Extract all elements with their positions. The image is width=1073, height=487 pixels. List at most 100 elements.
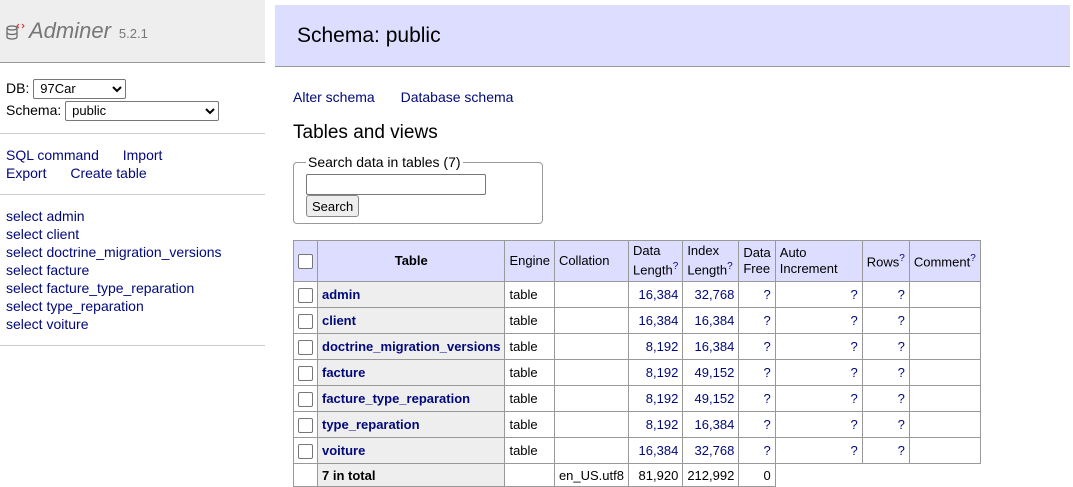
row-data-free[interactable]: ? [763, 417, 771, 432]
row-rows[interactable]: ? [897, 339, 905, 354]
row-comment [908, 281, 981, 308]
row-index-length-cell: 16,384 [682, 333, 740, 360]
sidebar: Adminer 5.2.1 DB: 97Car Schema: public S… [0, 0, 265, 346]
data-length-help[interactable]: ? [672, 261, 679, 273]
row-rows[interactable]: ? [897, 313, 905, 328]
table-row: type_reparation table 8,192 16,384??? [293, 411, 981, 438]
row-auto-increment[interactable]: ? [850, 391, 858, 406]
row-rows-cell: ? [861, 411, 910, 438]
row-data-free-cell: ? [738, 411, 776, 438]
row-collation [553, 437, 629, 464]
select-voiture-link[interactable]: select voiture [6, 316, 89, 332]
create-table-link[interactable]: Create table [70, 165, 147, 181]
schema-select[interactable]: public [65, 100, 220, 121]
menu-links: SQL command Import Export Create table [0, 133, 265, 182]
export-link[interactable]: Export [6, 165, 47, 181]
import-link[interactable]: Import [122, 147, 163, 163]
row-index-length[interactable]: 16,384 [694, 417, 735, 432]
select-client-link[interactable]: select client [6, 226, 80, 242]
alter-schema-link[interactable]: Alter schema [293, 89, 375, 105]
row-data-free[interactable]: ? [763, 391, 771, 406]
row-name-cell: admin [316, 281, 506, 308]
row-index-length[interactable]: 16,384 [694, 313, 735, 328]
row-data-length[interactable]: 8,192 [645, 391, 679, 406]
select-type-reparation-link[interactable]: select type_reparation [6, 298, 144, 314]
row-data-length[interactable]: 16,384 [638, 443, 679, 458]
rows-help[interactable]: ? [899, 253, 905, 265]
row-rows[interactable]: ? [897, 417, 905, 432]
comment-help[interactable]: ? [970, 253, 976, 265]
row-auto-increment[interactable]: ? [850, 365, 858, 380]
search-button[interactable]: Search [306, 195, 360, 217]
table-name-link[interactable]: client [322, 313, 356, 328]
table-row: voiture table 16,384 32,768??? [293, 437, 981, 464]
row-checkbox[interactable] [298, 287, 313, 303]
select-all-checkbox[interactable] [298, 254, 313, 270]
row-checkbox[interactable] [298, 339, 313, 355]
app-name-link[interactable]: Adminer [29, 18, 111, 43]
col-data-length-l2: Length [632, 262, 673, 278]
row-data-length-cell: 16,384 [627, 437, 684, 464]
row-checkbox[interactable] [298, 391, 313, 407]
row-comment [908, 333, 981, 360]
row-check-cell [293, 333, 318, 360]
row-data-length[interactable]: 16,384 [638, 287, 679, 302]
table-name-link[interactable]: doctrine_migration_versions [322, 339, 501, 354]
row-data-length[interactable]: 16,384 [638, 313, 679, 328]
row-auto-increment[interactable]: ? [850, 339, 858, 354]
row-checkbox[interactable] [298, 417, 313, 433]
row-data-length[interactable]: 8,192 [645, 365, 679, 380]
row-data-free[interactable]: ? [763, 443, 771, 458]
row-index-length[interactable]: 49,152 [694, 391, 735, 406]
row-auto-increment[interactable]: ? [850, 287, 858, 302]
table-header-row: Table Engine Collation Data Length? Index… [293, 240, 981, 282]
row-data-free[interactable]: ? [763, 287, 771, 302]
table-name-link[interactable]: facture_type_reparation [322, 391, 471, 406]
select-facture-type-reparation-link[interactable]: select facture_type_reparation [6, 280, 195, 296]
sql-command-link[interactable]: SQL command [6, 147, 99, 163]
row-index-length[interactable]: 32,768 [694, 287, 735, 302]
row-auto-increment-cell: ? [774, 281, 863, 308]
row-rows[interactable]: ? [897, 365, 905, 380]
row-auto-increment[interactable]: ? [850, 417, 858, 432]
col-collation: Collation [553, 240, 629, 282]
row-index-length[interactable]: 49,152 [694, 365, 735, 380]
row-rows-cell: ? [861, 359, 910, 386]
table-name-link[interactable]: type_reparation [322, 417, 420, 432]
main-content: Schema: public Alter schema Database sch… [275, 0, 1070, 487]
row-rows[interactable]: ? [897, 443, 905, 458]
total-check-cell [293, 463, 318, 487]
table-row: doctrine_migration_versions table 8,192 16,… [293, 333, 981, 360]
row-data-length[interactable]: 8,192 [645, 417, 679, 432]
table-name-link[interactable]: voiture [322, 443, 366, 458]
db-selector: DB: 97Car Schema: public [0, 63, 265, 121]
row-index-length-cell: 16,384 [682, 411, 740, 438]
row-index-length[interactable]: 16,384 [694, 339, 735, 354]
row-data-length[interactable]: 8,192 [645, 339, 679, 354]
db-select[interactable]: 97Car [33, 78, 127, 99]
row-index-length-cell: 32,768 [682, 281, 740, 308]
row-engine: table [504, 333, 555, 360]
search-input[interactable] [306, 174, 486, 195]
row-data-free[interactable]: ? [763, 339, 771, 354]
database-schema-link[interactable]: Database schema [400, 89, 514, 105]
row-checkbox[interactable] [298, 313, 313, 329]
select-admin-link[interactable]: select admin [6, 208, 85, 224]
table-name-link[interactable]: facture [322, 365, 366, 380]
index-length-help[interactable]: ? [727, 261, 733, 273]
page-title: Schema: public [275, 5, 1070, 67]
row-checkbox[interactable] [298, 365, 313, 381]
row-index-length[interactable]: 32,768 [694, 443, 735, 458]
row-auto-increment[interactable]: ? [850, 443, 858, 458]
select-doctrine-migration-versions-link[interactable]: select doctrine_migration_versions [6, 244, 222, 260]
select-facture-link[interactable]: select facture [6, 262, 90, 278]
row-checkbox[interactable] [298, 443, 313, 459]
row-auto-increment[interactable]: ? [850, 313, 858, 328]
row-rows[interactable]: ? [897, 287, 905, 302]
row-data-free[interactable]: ? [763, 365, 771, 380]
table-name-link[interactable]: admin [322, 287, 361, 302]
row-data-free[interactable]: ? [763, 313, 771, 328]
row-engine: table [504, 359, 555, 386]
row-rows[interactable]: ? [897, 391, 905, 406]
row-name-cell: type_reparation [316, 411, 506, 438]
